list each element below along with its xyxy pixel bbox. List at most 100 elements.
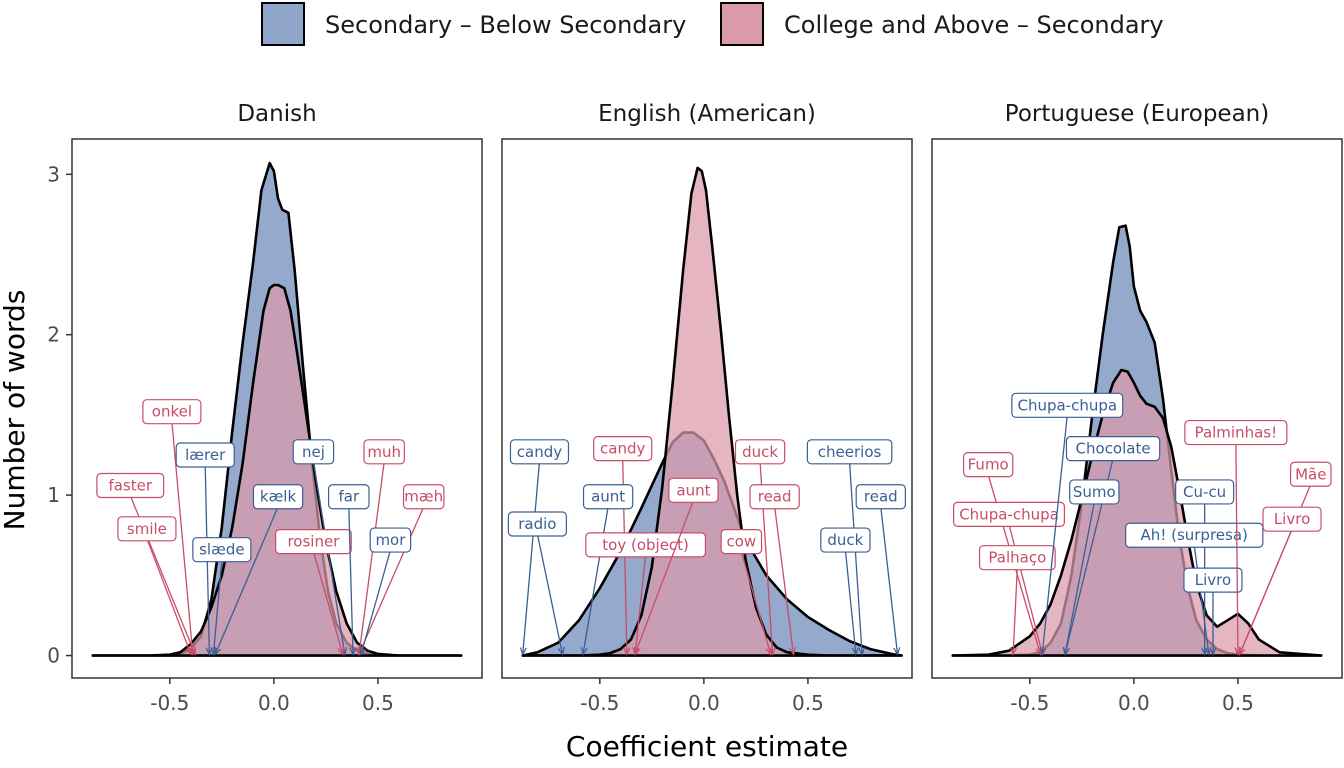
density-college-portuguese-european [951, 368, 1323, 657]
annotation-label: mor [375, 531, 406, 549]
annotation-arrow [216, 506, 279, 654]
annotation-label: Chocolate [1076, 440, 1151, 458]
annotation-label: rosiner [287, 533, 340, 551]
legend: Secondary – Below Secondary College and … [261, 2, 1164, 46]
annotation-arrow [635, 554, 647, 654]
annotation-box [855, 484, 906, 510]
annotation-box [252, 484, 304, 510]
annotation-label: Fumo [968, 456, 1009, 474]
annotation-arrow [536, 533, 562, 654]
annotation-box [175, 442, 235, 468]
annotation-box [328, 484, 370, 510]
density-college-english-american [521, 166, 903, 657]
annotation-box [593, 436, 653, 462]
annotation-arrow [1013, 567, 1018, 654]
x-tick-label: 0.0 [1118, 691, 1150, 715]
annotation-label: smile [127, 520, 167, 538]
annotation-label: Ah! (surpresa) [1141, 526, 1248, 544]
annotation-box [363, 439, 405, 465]
annotation-label: far [338, 488, 359, 506]
y-tick-label: 0 [47, 644, 60, 668]
annotation-arrow [312, 461, 344, 654]
x-axis-title: Coefficient estimate [566, 730, 848, 763]
panel-title-portuguese: Portuguese (European) [1005, 101, 1269, 127]
annotation-box [1184, 419, 1288, 446]
annotation-box [806, 439, 893, 465]
annotation-arrow [359, 461, 385, 654]
annotation-label: kælk [260, 488, 297, 506]
annotation-box [953, 501, 1066, 527]
panel-portuguese: Fumo Chupa-chupa Palhaço Chupa-chupa Chocola… [931, 138, 1343, 679]
annotation-box [978, 545, 1056, 571]
x-tick-label: 0.0 [688, 691, 720, 715]
panel-english: candy radio candy aunt toy (object) aunt duck r… [501, 138, 913, 679]
annotation-box [1289, 461, 1332, 487]
annotation-arrow [1236, 442, 1238, 654]
annotation-arrow [1042, 415, 1068, 653]
annotation-box [1262, 506, 1322, 532]
annotation-box [142, 399, 202, 425]
y-axis: 0 1 2 3 [47, 162, 72, 668]
annotation-label: Sumo [1073, 483, 1116, 501]
annotation-arrow [523, 461, 541, 654]
annotation-box [585, 532, 707, 558]
annotation-label: Chupa-chupa [959, 505, 1059, 523]
panel-title-english: English (American) [598, 101, 816, 127]
annotation-arrow [312, 551, 342, 654]
annotation-box [369, 527, 412, 553]
annotation-arrow [1065, 501, 1095, 654]
panel-border [931, 138, 1343, 679]
annotation-label: cow [726, 533, 756, 551]
annotation-box [820, 527, 871, 553]
annotation-arrow [844, 549, 855, 654]
annotation-label: faster [108, 477, 152, 495]
annotation-box [668, 477, 719, 503]
x-tick-label: 0.5 [362, 691, 394, 715]
annotation-box [734, 439, 786, 465]
annotation-arrow [1193, 545, 1209, 653]
annotation-arrow [773, 506, 794, 654]
x-axes: -0.5 0.0 0.5 -0.5 0.0 0.5 -0.5 0.0 0.5 [150, 678, 1254, 715]
annotation-box [402, 484, 445, 510]
annotation-arrow [740, 551, 770, 654]
annotation-label: read [758, 488, 792, 506]
annotation-box [1065, 436, 1161, 462]
annotation-arrow [146, 538, 191, 654]
annotation-arrow [635, 500, 695, 653]
annotation-box [1175, 479, 1235, 505]
annotation-arrow [348, 506, 353, 654]
legend-key-secondary [261, 2, 305, 46]
annotation-label: nej [302, 443, 325, 461]
x-tick-label: 0.5 [792, 691, 824, 715]
y-tick-label: 1 [47, 483, 60, 507]
annotation-label: cheerios [818, 443, 882, 461]
annotation-box [275, 529, 352, 555]
panel-border [71, 138, 483, 679]
annotation-box [509, 439, 570, 465]
annotation-label: aunt [591, 488, 625, 506]
annotation-label: Cu-cu [1183, 483, 1226, 501]
annotation-arrow [359, 506, 425, 654]
annotation-label: muh [367, 443, 401, 461]
annotation-label: Chupa-chupa [1017, 396, 1117, 414]
annotation-box [1125, 522, 1264, 548]
legend-label-college: College and Above – Secondary [784, 11, 1164, 39]
annotation-box [507, 511, 567, 537]
annotation-label: read [864, 488, 898, 506]
annotation-label: Palhaço [988, 549, 1046, 567]
y-tick-label: 2 [47, 323, 60, 347]
annotation-arrow [880, 506, 898, 654]
annotation-label: radio [518, 515, 556, 533]
annotation-label: Mãe [1295, 465, 1326, 483]
annotation-label: toy (object) [602, 536, 689, 554]
annotation-box [749, 484, 800, 510]
annotation-box [1011, 392, 1124, 418]
annotation-arrow [583, 506, 609, 654]
y-axis-title: Number of words [0, 290, 31, 531]
panel-title-danish: Danish [237, 101, 316, 127]
annotation-arrow [1240, 528, 1293, 653]
annotation-label: duck [742, 443, 778, 461]
panel-border [501, 138, 913, 679]
annotation-label: onkel [152, 403, 192, 421]
